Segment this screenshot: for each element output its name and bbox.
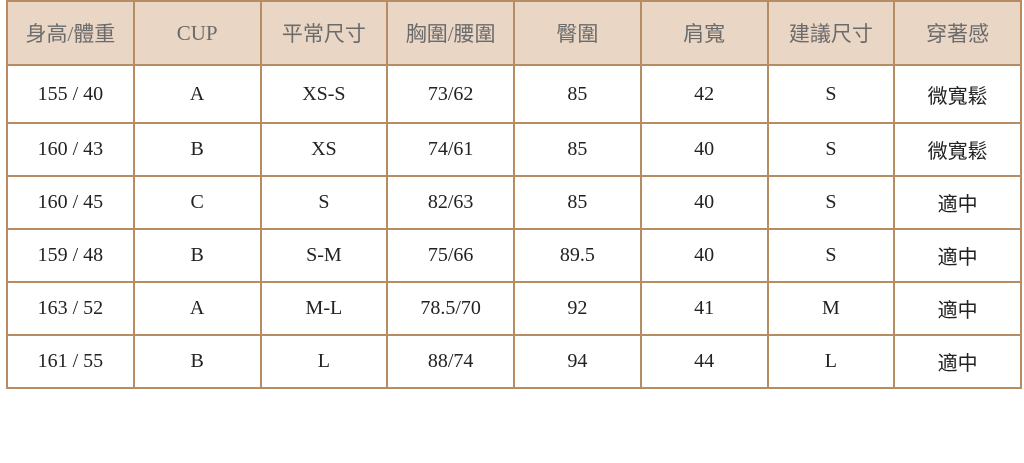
table-cell: M bbox=[766, 281, 896, 336]
table-cell: XS-S bbox=[259, 64, 389, 124]
column-header: CUP bbox=[132, 0, 262, 66]
header-row: 身高/體重 CUP 平常尺寸 胸圍/腰圍 臀圍 肩寬 建議尺寸 穿著感 bbox=[6, 0, 1022, 66]
table-cell: S bbox=[766, 228, 896, 283]
table-cell: 適中 bbox=[893, 334, 1022, 389]
column-header: 胸圍/腰圍 bbox=[386, 0, 515, 66]
table-cell: 155 / 40 bbox=[6, 64, 135, 124]
table-row: 160 / 43 B XS 74/61 85 40 S 微寬鬆 bbox=[6, 122, 1022, 177]
table-cell: 160 / 45 bbox=[6, 175, 135, 230]
table-cell: S bbox=[766, 64, 896, 124]
table-row: 161 / 55 B L 88/74 94 44 L 適中 bbox=[6, 334, 1022, 389]
column-header: 臀圍 bbox=[513, 0, 642, 66]
table-cell: 適中 bbox=[893, 281, 1022, 336]
table-cell: L bbox=[259, 334, 389, 389]
table-cell: 92 bbox=[513, 281, 642, 336]
table-row: 163 / 52 A M-L 78.5/70 92 41 M 適中 bbox=[6, 281, 1022, 336]
table-cell: 適中 bbox=[893, 175, 1022, 230]
column-header: 平常尺寸 bbox=[259, 0, 389, 66]
table-cell: 42 bbox=[639, 64, 769, 124]
table-cell: B bbox=[132, 122, 262, 177]
table-cell: C bbox=[132, 175, 262, 230]
table-row: 159 / 48 B S-M 75/66 89.5 40 S 適中 bbox=[6, 228, 1022, 283]
table-cell: 82/63 bbox=[386, 175, 515, 230]
size-chart-table: 身高/體重 CUP 平常尺寸 胸圍/腰圍 臀圍 肩寬 建議尺寸 穿著感 155 / 40 A XS… bbox=[6, 0, 1022, 389]
table-cell: 85 bbox=[513, 175, 642, 230]
table-cell: 微寬鬆 bbox=[893, 64, 1022, 124]
table-cell: 163 / 52 bbox=[6, 281, 135, 336]
table-cell: 40 bbox=[639, 175, 769, 230]
table-cell: S bbox=[766, 122, 896, 177]
table-cell: 85 bbox=[513, 64, 642, 124]
table-cell: B bbox=[132, 228, 262, 283]
table-cell: A bbox=[132, 281, 262, 336]
table-cell: L bbox=[766, 334, 896, 389]
table-cell: 75/66 bbox=[386, 228, 515, 283]
table-row: 160 / 45 C S 82/63 85 40 S 適中 bbox=[6, 175, 1022, 230]
column-header: 身高/體重 bbox=[6, 0, 135, 66]
table-cell: S bbox=[259, 175, 389, 230]
table-cell: A bbox=[132, 64, 262, 124]
table-cell: 40 bbox=[639, 122, 769, 177]
table-cell: 94 bbox=[513, 334, 642, 389]
table-cell: 73/62 bbox=[386, 64, 515, 124]
table-cell: XS bbox=[259, 122, 389, 177]
table-cell: 74/61 bbox=[386, 122, 515, 177]
table-cell: 85 bbox=[513, 122, 642, 177]
table-cell: 78.5/70 bbox=[386, 281, 515, 336]
table-cell: M-L bbox=[259, 281, 389, 336]
column-header: 建議尺寸 bbox=[766, 0, 896, 66]
table-cell: 161 / 55 bbox=[6, 334, 135, 389]
table-cell: 40 bbox=[639, 228, 769, 283]
table-cell: S bbox=[766, 175, 896, 230]
table-cell: 微寬鬆 bbox=[893, 122, 1022, 177]
column-header: 肩寬 bbox=[639, 0, 769, 66]
table-cell: 適中 bbox=[893, 228, 1022, 283]
table-row: 155 / 40 A XS-S 73/62 85 42 S 微寬鬆 bbox=[6, 64, 1022, 124]
table-cell: B bbox=[132, 334, 262, 389]
table-cell: S-M bbox=[259, 228, 389, 283]
table-cell: 41 bbox=[639, 281, 769, 336]
table-cell: 88/74 bbox=[386, 334, 515, 389]
column-header: 穿著感 bbox=[893, 0, 1022, 66]
table-cell: 159 / 48 bbox=[6, 228, 135, 283]
table-cell: 89.5 bbox=[513, 228, 642, 283]
table-cell: 44 bbox=[639, 334, 769, 389]
table-cell: 160 / 43 bbox=[6, 122, 135, 177]
